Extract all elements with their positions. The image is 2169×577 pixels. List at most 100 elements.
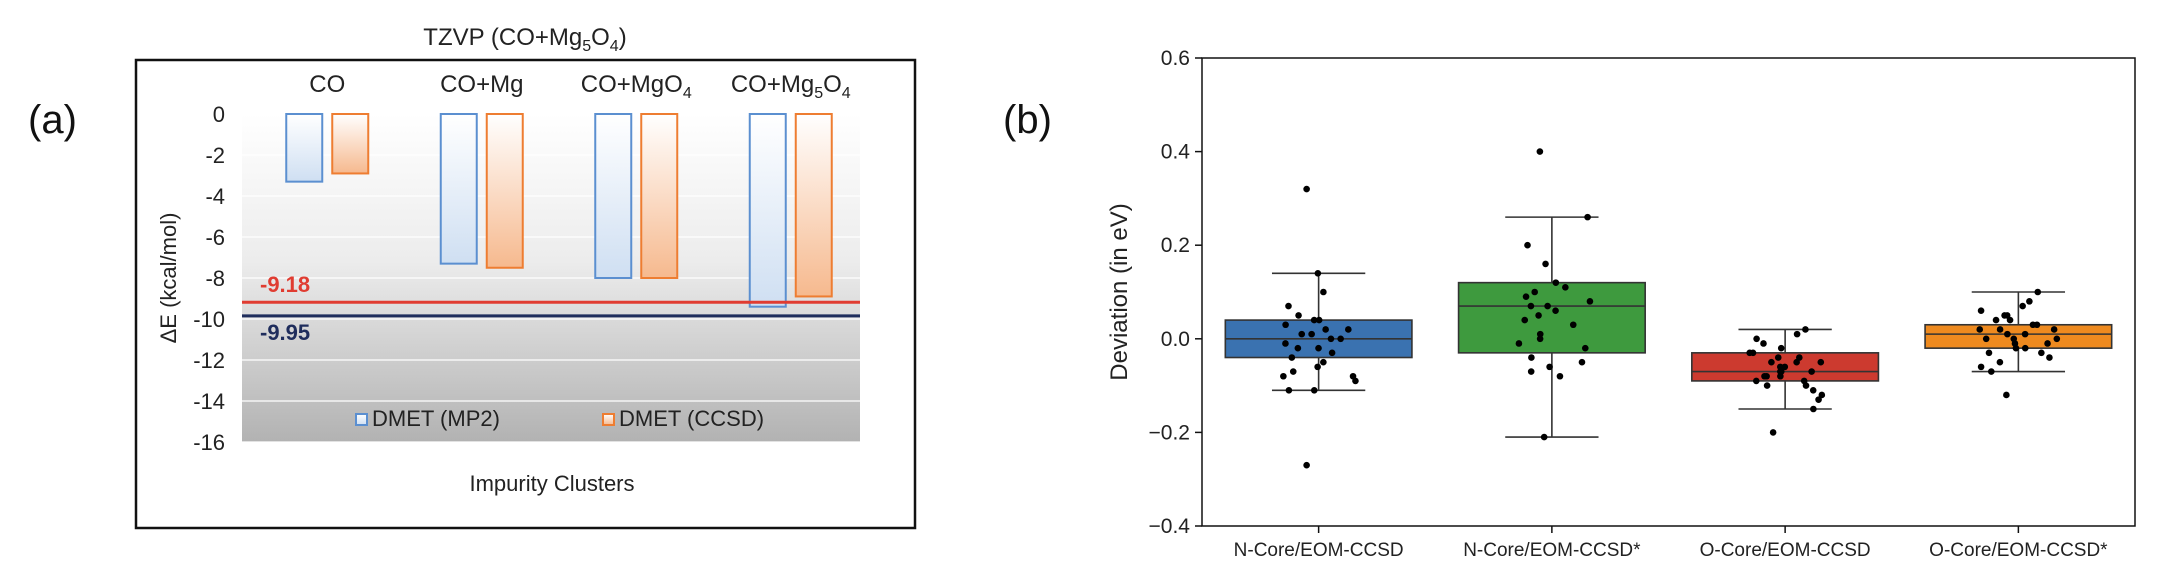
category-label-part: CO	[309, 71, 345, 98]
data-point	[1311, 387, 1318, 394]
data-point	[2046, 354, 2053, 361]
data-point	[1761, 373, 1768, 380]
y-tick-label: 0	[213, 102, 225, 127]
y-tick-label: 0.4	[1161, 141, 1191, 164]
y-tick-label: −0.2	[1149, 421, 1190, 444]
data-point	[1802, 326, 1809, 333]
data-point	[1978, 364, 1985, 371]
data-point	[1582, 345, 1589, 352]
data-point	[1988, 368, 1995, 375]
data-point	[1322, 326, 1329, 333]
data-point	[2019, 303, 2026, 310]
data-point	[1280, 373, 1287, 380]
data-point	[1570, 321, 1577, 328]
outlier-point	[1537, 148, 1544, 155]
box	[1925, 325, 2112, 348]
data-point	[1523, 293, 1530, 300]
data-point	[1535, 312, 1542, 319]
data-point	[1290, 368, 1297, 375]
category-label: CO+MgO4	[581, 71, 692, 102]
data-point	[1794, 331, 1801, 338]
data-point	[1320, 359, 1327, 366]
y-tick-label: −0.4	[1149, 515, 1191, 538]
panel-a-chart: TZVP (CO+Mg5O4) 0-2-4-6-8-10-12-14-16 CO…	[136, 24, 915, 528]
data-point	[1542, 261, 1549, 268]
panel-b-x-ticks: N-Core/EOM-CCSD N-Core/EOM-CCSD* O-Core/EO…	[1234, 526, 2109, 561]
data-point	[1760, 340, 1767, 347]
y-tick-label: -8	[205, 266, 225, 291]
legend-ccsd-label: DMET (CCSD)	[619, 406, 764, 431]
data-point	[1552, 307, 1559, 314]
data-point	[1352, 378, 1359, 385]
data-point	[1778, 345, 1785, 352]
data-point	[1316, 317, 1323, 324]
category-label-part: O	[823, 71, 842, 98]
category-label: CO+Mg5O4	[731, 71, 851, 102]
data-point	[1993, 317, 2000, 324]
data-point	[1524, 242, 1531, 249]
data-point	[1295, 345, 1302, 352]
data-point	[1544, 303, 1551, 310]
data-point	[2054, 336, 2061, 343]
box	[1459, 283, 1646, 353]
data-point	[1286, 387, 1293, 394]
y-tick-label: -2	[205, 143, 225, 168]
bar-mp2	[286, 114, 322, 182]
data-point	[1315, 270, 1322, 277]
data-point	[1289, 354, 1296, 361]
data-point	[1298, 331, 1305, 338]
data-point	[1531, 289, 1538, 296]
bar-ccsd	[332, 114, 368, 173]
y-tick-label: -14	[193, 389, 225, 414]
category-label-part: 4	[683, 85, 692, 102]
y-tick-label: 0.0	[1161, 328, 1190, 351]
bar-ccsd	[487, 114, 523, 268]
data-point	[1282, 340, 1289, 347]
data-point	[1315, 345, 1322, 352]
legend-mp2-swatch	[356, 414, 367, 425]
data-point	[1983, 336, 1990, 343]
data-point	[1528, 368, 1535, 375]
y-tick-label: -4	[205, 184, 225, 209]
data-point	[1986, 350, 1993, 357]
data-point	[2004, 331, 2011, 338]
data-point	[1753, 336, 1760, 343]
data-point	[1314, 364, 1321, 371]
y-tick-label: -6	[205, 225, 225, 250]
category-label-part: CO+MgO	[581, 71, 683, 98]
data-point	[1557, 373, 1564, 380]
reference-label: -9.95	[260, 320, 310, 345]
data-point	[1308, 331, 1315, 338]
data-point	[1516, 340, 1523, 347]
data-point	[1528, 354, 1535, 361]
bar-ccsd	[796, 114, 832, 296]
data-point	[2051, 326, 2058, 333]
outlier-point	[1303, 462, 1310, 469]
data-point	[1997, 359, 2004, 366]
outlier-point	[1303, 186, 1310, 193]
x-tick-label: O-Core/EOM-CCSD*	[1929, 540, 2108, 561]
panel-b-y-label: Deviation (in eV)	[1106, 203, 1133, 380]
bar-mp2	[441, 114, 477, 264]
data-point	[1320, 289, 1327, 296]
data-point	[2034, 289, 2041, 296]
data-point	[2022, 345, 2029, 352]
data-point	[2038, 350, 2045, 357]
panel-b-chart: −0.4−0.20.00.20.40.6 N-Core/EOM-CCSD N-Co…	[1106, 47, 2135, 561]
data-point	[1803, 382, 1810, 389]
category-label-part: 4	[842, 85, 851, 102]
data-point	[1553, 279, 1560, 286]
category-label: CO	[309, 71, 345, 98]
panel-a-title: TZVP (CO+Mg5O4)	[423, 24, 626, 55]
data-point	[1285, 303, 1292, 310]
y-tick-label: -16	[193, 430, 225, 455]
x-tick-label: N-Core/EOM-CCSD*	[1463, 540, 1641, 561]
data-point	[1976, 326, 1983, 333]
data-point	[1546, 364, 1553, 371]
bar-mp2	[750, 114, 786, 307]
data-point	[1329, 350, 1336, 357]
data-point	[1997, 326, 2004, 333]
data-point	[1587, 298, 1594, 305]
data-point	[2044, 340, 2051, 347]
panel-a-y-label: ΔE (kcal/mol)	[156, 213, 181, 344]
